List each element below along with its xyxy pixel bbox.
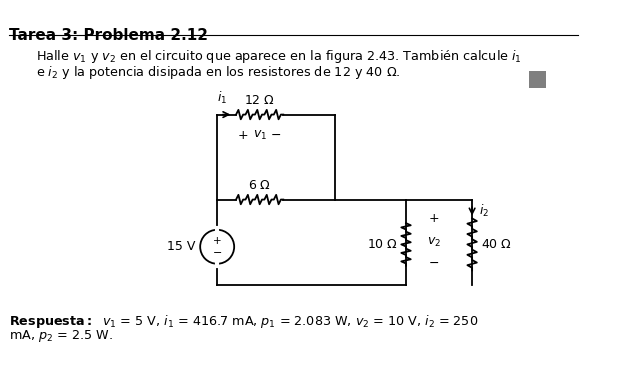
Text: $v_1$: $v_1$ xyxy=(253,129,267,142)
Text: $i_2$: $i_2$ xyxy=(479,203,489,219)
Text: 6 $\Omega$: 6 $\Omega$ xyxy=(248,179,271,192)
Text: Halle $v_1$ y $v_2$ en el circuito que aparece en la figura 2.43. También calcul: Halle $v_1$ y $v_2$ en el circuito que a… xyxy=(36,48,522,66)
Text: $i_1$: $i_1$ xyxy=(217,90,227,106)
Bar xyxy=(529,71,545,88)
Text: −: − xyxy=(271,129,281,142)
Text: 10 $\Omega$: 10 $\Omega$ xyxy=(368,238,399,251)
Text: 40 $\Omega$: 40 $\Omega$ xyxy=(481,238,512,251)
Text: +: + xyxy=(429,212,440,225)
Text: 12 $\Omega$: 12 $\Omega$ xyxy=(244,94,275,107)
Text: $v_2$: $v_2$ xyxy=(427,235,442,248)
Text: mA, $p_2$ = 2.5 W.: mA, $p_2$ = 2.5 W. xyxy=(9,328,113,344)
Text: −: − xyxy=(429,257,440,270)
Text: +: + xyxy=(213,236,221,246)
Text: +: + xyxy=(238,129,249,142)
Text: e $i_2$ y la potencia disipada en los resistores de 12 y 40 Ω.: e $i_2$ y la potencia disipada en los re… xyxy=(36,64,401,81)
Text: Tarea 3: Problema 2.12: Tarea 3: Problema 2.12 xyxy=(9,28,208,43)
Text: 15 V: 15 V xyxy=(167,240,195,253)
Text: −: − xyxy=(213,248,222,258)
Text: $\mathbf{Respuesta:}$  $v_1$ = 5 V, $i_1$ = 416.7 mA, $p_1$ = 2.083 W, $v_2$ = 1: $\mathbf{Respuesta:}$ $v_1$ = 5 V, $i_1$… xyxy=(9,313,479,330)
